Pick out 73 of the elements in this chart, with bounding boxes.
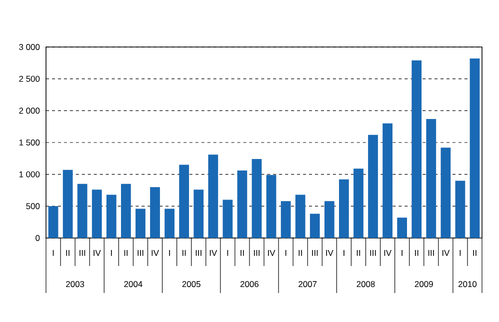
bar (397, 218, 408, 238)
text: 2006 (240, 281, 259, 288)
x-tick-label: IV (326, 250, 334, 256)
bar (280, 201, 291, 238)
text: 2009 (414, 281, 433, 288)
bar (194, 190, 204, 238)
bar (252, 159, 262, 238)
y-tick-label: 1 000 (19, 171, 40, 178)
x-tick-label: III (428, 250, 434, 256)
x-tick-label: II (124, 250, 128, 256)
bar (136, 208, 146, 238)
x-tick-label: II (182, 250, 186, 256)
y-tick-label: 3 000 (19, 44, 40, 50)
x-tick-label: III (312, 250, 318, 256)
x-tick-label: IV (384, 250, 392, 256)
bar (455, 180, 466, 238)
text: 2010 (458, 281, 477, 288)
bar (426, 118, 436, 238)
bar (222, 200, 233, 238)
x-tick-label: II (356, 250, 360, 256)
bar (150, 187, 160, 238)
bar (208, 154, 218, 238)
bar (412, 60, 422, 238)
bar (48, 206, 58, 238)
x-tick-label: IV (210, 250, 218, 256)
text: 2005 (182, 281, 200, 288)
bar (310, 214, 320, 238)
y-tick-label: 2 500 (19, 76, 40, 82)
bar (266, 174, 276, 238)
x-tick-label: I (460, 250, 461, 256)
bar (62, 170, 73, 238)
y-tick-label: 2 000 (19, 108, 40, 114)
y-tick-label: 500 (26, 203, 40, 210)
bar (354, 168, 364, 238)
x-tick-label: III (254, 250, 260, 256)
text: 2004 (124, 281, 142, 288)
x-tick-label: I (111, 250, 112, 256)
bar (77, 184, 88, 238)
text: 2007 (298, 281, 317, 288)
bar (470, 58, 480, 238)
x-tick-label: II (298, 250, 302, 256)
x-tick-label: II (415, 250, 418, 256)
x-tick-label: I (52, 250, 54, 256)
x-tick-label: IV (268, 250, 276, 256)
text: 2003 (66, 281, 84, 288)
bar (106, 194, 116, 238)
x-tick-label: II (66, 250, 70, 256)
bar (179, 164, 190, 238)
x-tick-label: IV (94, 250, 101, 256)
bar (338, 179, 349, 238)
y-tick-label: 1 500 (19, 140, 40, 146)
x-tick-label: I (227, 250, 228, 256)
bar (324, 201, 334, 238)
x-tick-label: III (196, 250, 202, 256)
bar (92, 190, 102, 238)
x-tick-label: III (370, 250, 376, 256)
bar (368, 134, 378, 238)
y-tick-label: 0 (36, 235, 40, 241)
bar (120, 184, 131, 238)
x-tick-label: IV (442, 250, 450, 256)
x-tick-label: III (138, 250, 144, 256)
bar (237, 170, 248, 238)
x-tick-label: IV (152, 250, 159, 256)
bar (164, 208, 174, 238)
bar (295, 194, 306, 238)
bar (440, 148, 451, 238)
x-tick-label: II (240, 250, 244, 256)
bar (382, 123, 392, 238)
text: 2008 (356, 281, 375, 288)
x-tick-label: I (169, 250, 170, 256)
x-tick-label: II (473, 250, 476, 256)
x-tick-label: III (80, 250, 86, 256)
x-tick-label: I (285, 250, 286, 256)
